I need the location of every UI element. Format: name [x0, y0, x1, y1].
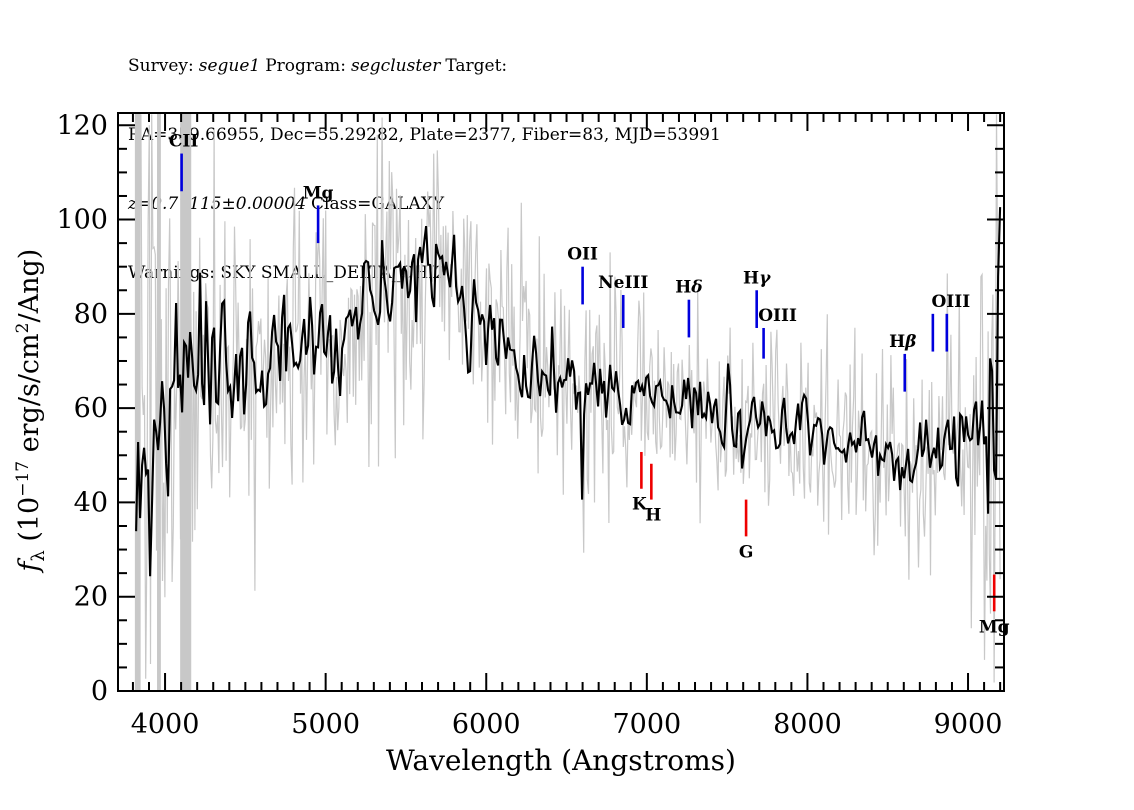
survey-label: Survey:: [128, 56, 194, 76]
line-marker-H-7028: H: [645, 463, 661, 526]
x-tick-label: 8000: [773, 709, 842, 740]
line-marker-OIII-7727: OIII: [758, 306, 797, 359]
line-marker-label: NeIII: [598, 273, 648, 293]
line-marker-label: H: [645, 506, 661, 526]
y-tick-label: 40: [74, 487, 108, 518]
header-line-coordinates: RA=359.66955, Dec=55.29282, Plate=2377, …: [128, 125, 721, 145]
x-axis-tick-labels: 4000 5000 6000 7000 8000 9000: [131, 709, 1003, 740]
line-marker-label: OII: [567, 245, 598, 265]
y-axis-tick-labels: 0 20 40 60 80 100 120: [56, 110, 108, 707]
line-marker-OIII-8868: OIII: [931, 292, 970, 352]
program-label: Program:: [265, 56, 347, 76]
line-marker-label: Hδ: [675, 278, 702, 298]
x-tick-label: 4000: [131, 709, 200, 740]
line-marker-label: CII: [169, 132, 198, 152]
redshift-value: z=0.77115±0.00004: [128, 194, 307, 214]
line-marker-CII-4103: CII: [169, 132, 198, 192]
line-marker-label: Hβ: [889, 332, 916, 352]
plot-frame: [117, 112, 1005, 692]
header-line-redshift: z=0.77115±0.00004 Class=GALAXY: [128, 193, 721, 216]
y-tick-label: 20: [74, 582, 108, 613]
sky-band: [180, 113, 192, 691]
y-tick-label: 100: [56, 205, 108, 236]
axes: 4000 5000 6000 7000 8000 9000 0 20 40 60 80 100 120: [56, 110, 1005, 740]
line-marker-NeIII-6853: NeIII: [598, 273, 648, 328]
target-label: Target:: [445, 56, 508, 76]
x-axis-ticks: [131, 113, 1002, 691]
line-marker-Hδ-7262: Hδ: [675, 278, 703, 338]
survey-value: segue1: [198, 56, 261, 76]
line-marker-Mg-4953: Mg: [303, 183, 334, 244]
line-marker-label: Hγ: [743, 268, 771, 288]
line-marker-Mg-9163: Mg: [979, 574, 1010, 637]
x-axis-title: Wavelength (Angstroms): [386, 744, 736, 777]
y-tick-label: 80: [74, 299, 108, 330]
x-tick-label: 7000: [612, 709, 681, 740]
line-marker-label: G: [739, 542, 754, 562]
line-marker-label: OIII: [931, 292, 970, 312]
y-tick-label: 120: [56, 110, 108, 141]
program-value: segcluster: [351, 56, 441, 76]
x-tick-label: 6000: [452, 709, 521, 740]
header-line-survey: Survey: segue1 Program: segcluster Target:: [128, 55, 721, 78]
line-marker-label: K: [632, 495, 648, 515]
header-block: Survey: segue1 Program: segcluster Target: R…: [128, 9, 721, 331]
line-marker-K-6966: K: [632, 451, 648, 515]
x-tick-label: 9000: [934, 709, 1003, 740]
x-tick-label: 5000: [291, 709, 360, 740]
line-marker-Hγ-7684: Hγ: [743, 268, 771, 328]
line-marker-label: Mg: [979, 617, 1010, 637]
line-marker-label: OIII: [758, 306, 797, 326]
line-marker-label: Mg: [303, 183, 334, 203]
line-marker-OII-6600: OII: [567, 245, 598, 305]
line-marker-Hβ-8606: Hβ: [889, 332, 916, 392]
y-tick-label: 60: [74, 393, 108, 424]
y-tick-label: 0: [91, 676, 108, 707]
line-marker-G-7618: G: [739, 499, 754, 562]
y-axis-ticks: [118, 124, 1004, 692]
spectrum-line: [135, 207, 1002, 577]
